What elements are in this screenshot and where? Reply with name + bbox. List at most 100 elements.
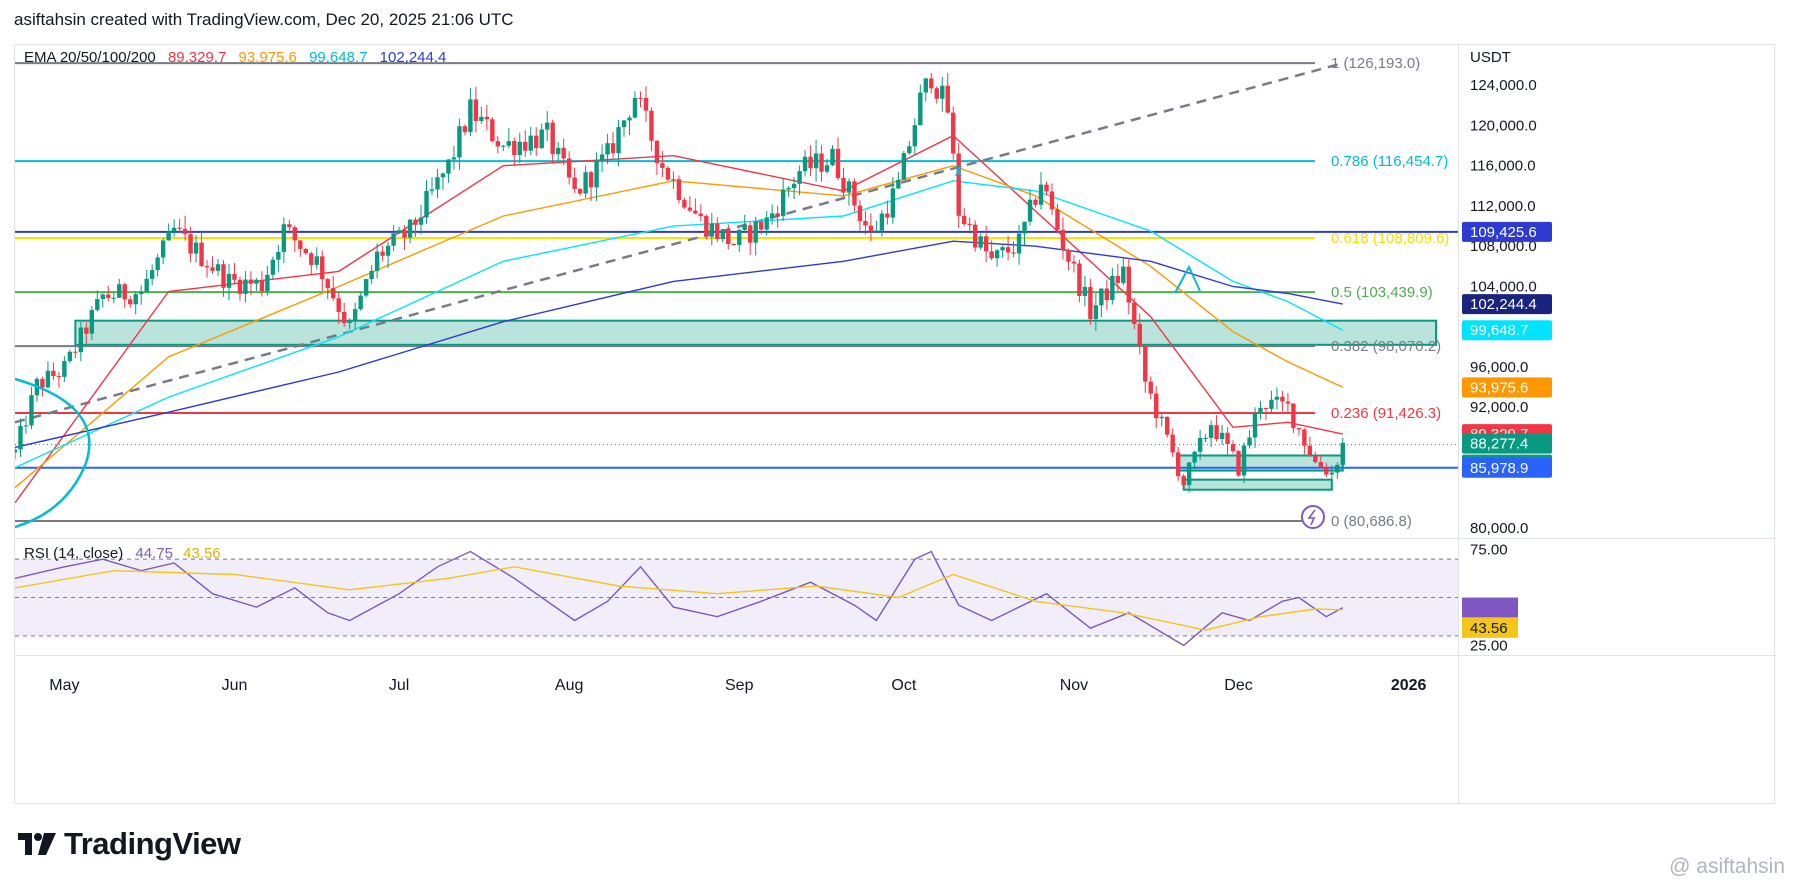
candle-body xyxy=(40,378,45,388)
chart-canvas[interactable]: 1 (126,193.0) 0.786 (116,454.7) 0.618 (108… xyxy=(15,45,1776,805)
candle-body xyxy=(791,183,797,189)
candle-body xyxy=(720,229,725,240)
rsi-ma-tag-bg xyxy=(1462,617,1518,638)
candle-body xyxy=(320,256,325,280)
candle-body xyxy=(1121,266,1126,283)
candle-body xyxy=(1247,437,1252,446)
candle-body xyxy=(221,264,226,288)
candle-body xyxy=(972,224,978,248)
tradingview-logo[interactable]: TradingView xyxy=(18,826,241,862)
price-tick-label: 92,000.0 xyxy=(1470,399,1528,416)
candle-body xyxy=(1197,437,1203,452)
time-tick-label: Oct xyxy=(891,677,916,694)
ema50-value: 93,975.6 xyxy=(239,49,297,66)
candle-body xyxy=(380,251,385,256)
candle-body xyxy=(199,242,204,267)
price-tag-bg xyxy=(1462,377,1552,398)
candle-body xyxy=(901,153,907,180)
candle-body xyxy=(786,188,791,190)
time-tick-label: Aug xyxy=(555,677,583,694)
candle-body xyxy=(479,116,484,121)
candle-body xyxy=(874,230,879,232)
candle-body xyxy=(435,177,440,190)
price-tick-label: 104,000.0 xyxy=(1470,278,1537,295)
candle-body xyxy=(160,240,166,258)
candle-body xyxy=(769,213,775,218)
candle-body xyxy=(1022,221,1027,234)
candle-body xyxy=(193,242,199,254)
ema-legend-label: EMA 20/50/100/200 xyxy=(24,49,156,66)
rsi-tick-label: 25.00 xyxy=(1470,637,1508,654)
candle-body xyxy=(254,279,259,284)
ema-line xyxy=(15,240,1343,449)
alert-icon[interactable] xyxy=(1301,505,1325,529)
price-tag-label: 109,425.6 xyxy=(1470,224,1537,241)
candle-body xyxy=(1302,429,1307,446)
candle-body xyxy=(292,227,298,241)
fib-level-label: 0 (80,686.8) xyxy=(1331,513,1412,530)
candle-body xyxy=(429,189,435,191)
rsi-line xyxy=(15,550,1344,647)
candle-body xyxy=(1005,247,1011,253)
candle-body xyxy=(1044,184,1049,192)
candle-body xyxy=(385,245,391,256)
candle-body xyxy=(352,309,358,322)
candle-body xyxy=(879,213,885,231)
candle-body xyxy=(226,273,232,288)
candle-body xyxy=(555,147,561,155)
candle-body xyxy=(545,122,550,130)
candle-body xyxy=(1186,462,1192,486)
brand-name: TradingView xyxy=(64,826,241,861)
candle-body xyxy=(402,230,407,238)
candle-body xyxy=(100,294,105,300)
candle-body xyxy=(342,311,347,323)
candle-body xyxy=(440,173,446,178)
rsi-legend: RSI (14, close) 44.75 43.56 xyxy=(24,545,221,562)
candle-body xyxy=(1203,437,1208,439)
volume-profile-curve xyxy=(15,377,91,529)
candle-body xyxy=(1082,286,1088,296)
candle-body xyxy=(956,153,961,216)
candle-body xyxy=(248,279,254,284)
candle-body xyxy=(693,210,698,214)
rsi-value: 44.75 xyxy=(135,545,173,562)
candle-body xyxy=(918,92,923,126)
candle-body xyxy=(671,179,676,181)
candle-body xyxy=(808,156,813,169)
candle-body xyxy=(149,270,155,279)
candle-body xyxy=(534,135,539,149)
candle-body xyxy=(583,172,588,194)
candle-body xyxy=(616,127,621,154)
ema-legend: EMA 20/50/100/200 89,329.7 93,975.6 99,6… xyxy=(24,49,446,66)
price-axis[interactable]: 124,000.0 120,000.0 116,000.0 112,000.0 108,… xyxy=(1470,77,1537,537)
author-watermark: @ asiftahsin xyxy=(1669,855,1785,878)
candle-body xyxy=(852,181,857,206)
candle-body xyxy=(473,99,479,121)
candle-body xyxy=(523,141,528,151)
candle-body xyxy=(1192,451,1197,463)
candle-body xyxy=(73,351,78,353)
price-tick-label: 96,000.0 xyxy=(1470,359,1528,376)
candle-body xyxy=(1307,445,1313,456)
candle-body xyxy=(643,97,649,111)
candle-body xyxy=(138,291,144,295)
candle-body xyxy=(89,310,95,334)
time-tick-label: Jul xyxy=(389,677,409,694)
candle-body xyxy=(106,294,111,299)
candle-body xyxy=(182,228,188,235)
candle-body xyxy=(232,273,237,280)
candle-body xyxy=(1066,250,1071,262)
candle-body xyxy=(1208,425,1214,438)
time-axis[interactable]: May Jun Jul Aug Sep Oct Nov Dec 2026 xyxy=(49,677,1426,694)
candle-body xyxy=(802,156,808,172)
candle-body xyxy=(506,141,512,146)
candle-body xyxy=(15,449,18,453)
candle-body xyxy=(45,370,51,388)
zones-layer xyxy=(74,319,1438,491)
chart-frame[interactable]: 1 (126,193.0) 0.786 (116,454.7) 0.618 (108… xyxy=(14,44,1776,805)
rsi-legend-label: RSI (14, close) xyxy=(24,545,123,562)
candle-body xyxy=(78,327,84,353)
rsi-ma-tag-label: 43.56 xyxy=(1470,620,1508,637)
time-tick-label: Nov xyxy=(1060,677,1088,694)
candle-body xyxy=(961,215,967,224)
